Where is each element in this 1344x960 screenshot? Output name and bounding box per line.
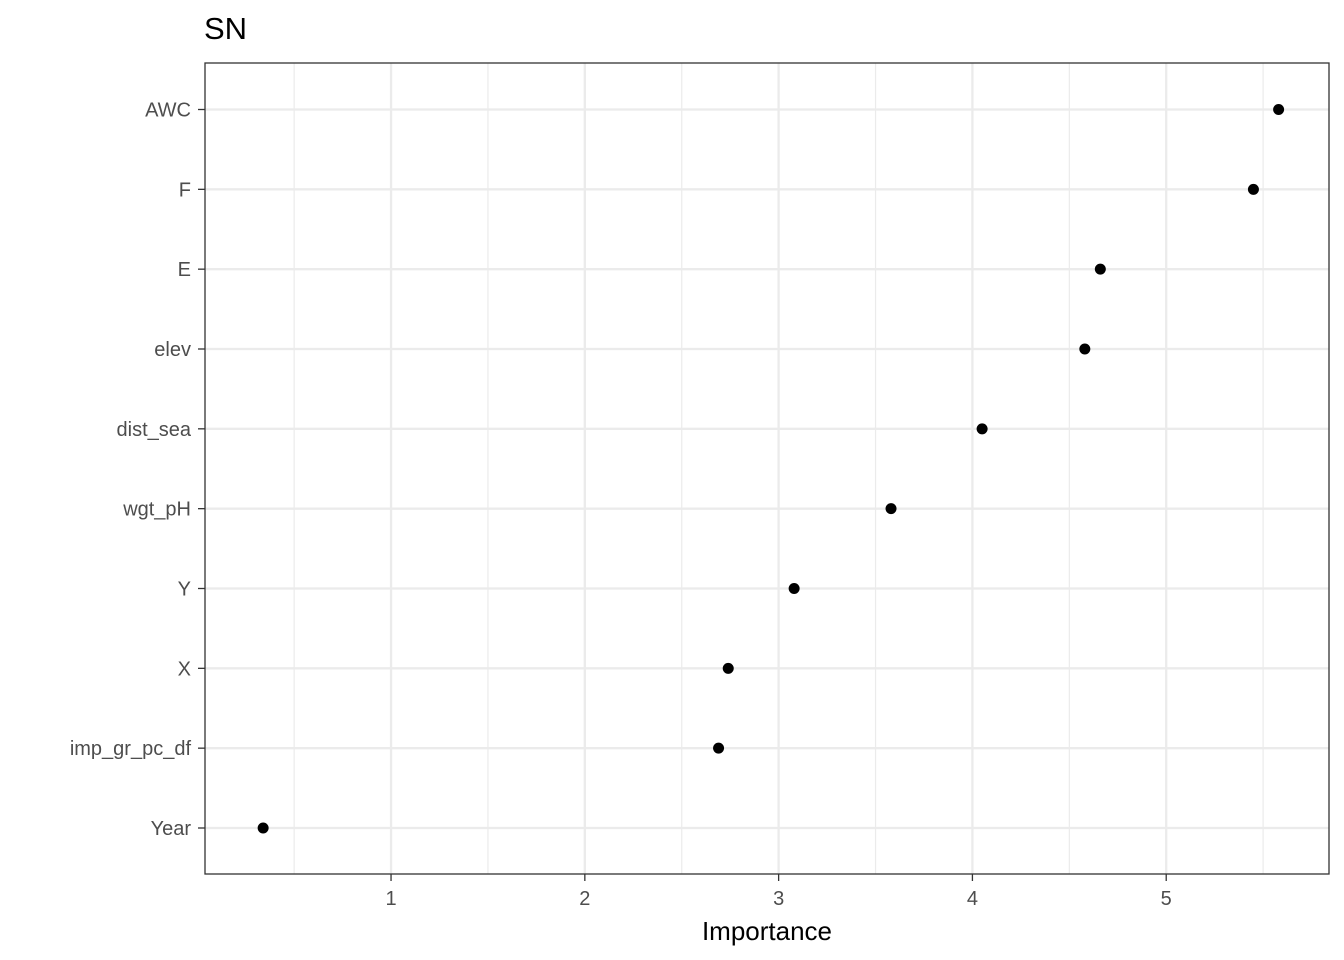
y-tick-label: E — [178, 259, 191, 281]
grid-minor — [293, 63, 1264, 874]
data-point — [788, 583, 800, 594]
x-axis-title: Importance — [702, 916, 832, 946]
x-tick-label: 3 — [773, 888, 784, 910]
data-point — [885, 503, 897, 515]
y-tick-label: dist_sea — [117, 419, 192, 441]
y-tick-label: AWC — [145, 100, 191, 122]
plot-panel-border — [204, 62, 1330, 875]
y-tick-label: imp_gr_pc_df — [70, 738, 192, 760]
data-point — [722, 662, 734, 674]
y-tick-label: Y — [178, 579, 191, 601]
y-tick-label: wgt_pH — [122, 499, 191, 521]
grid-major — [205, 63, 1329, 874]
x-axis: 1 2 3 4 5 — [385, 874, 1172, 910]
data-point — [1247, 183, 1259, 195]
x-tick-label: 2 — [579, 888, 590, 910]
x-tick-label: 5 — [1161, 888, 1172, 910]
y-tick-label: F — [179, 179, 191, 201]
data-point — [1094, 263, 1106, 275]
data-point — [1273, 104, 1285, 115]
y-tick-label: X — [178, 658, 191, 680]
x-tick-label: 4 — [967, 888, 978, 910]
data-point — [976, 423, 988, 435]
data-point — [257, 822, 269, 834]
y-tick-label: Year — [151, 818, 192, 840]
x-tick-label: 1 — [385, 888, 396, 910]
data-point — [1079, 343, 1091, 355]
data-point — [713, 742, 725, 754]
chart-title: SN — [204, 11, 247, 46]
y-tick-label: elev — [154, 339, 191, 361]
data-points — [257, 104, 1285, 834]
